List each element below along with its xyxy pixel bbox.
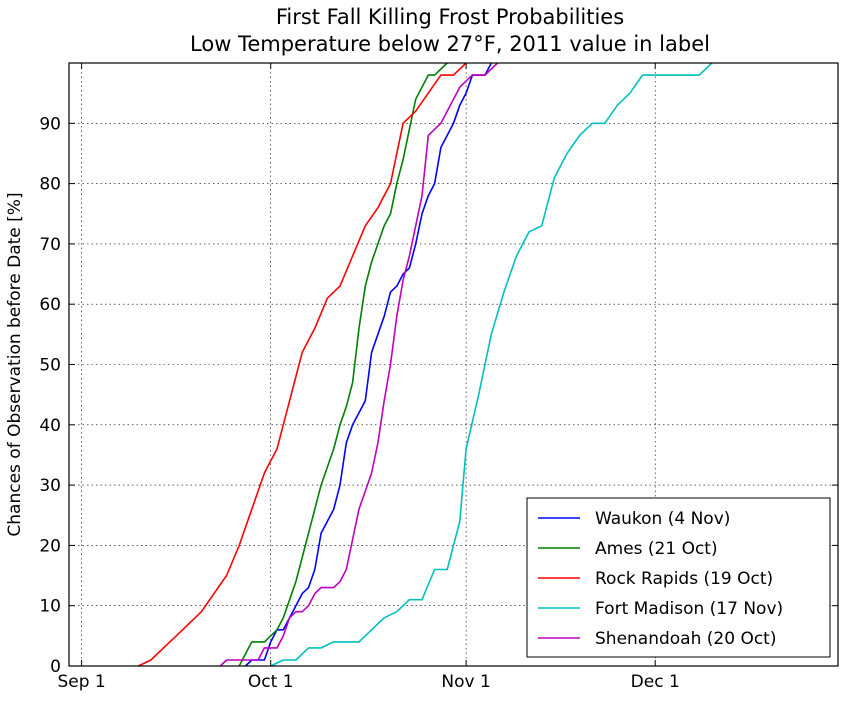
- chart-title: First Fall Killing Frost Probabilities: [276, 5, 624, 29]
- series-line-shenandoah: [219, 62, 499, 667]
- x-tick-label: Nov 1: [441, 672, 490, 692]
- y-tick-label: 40: [39, 416, 61, 436]
- y-tick-label: 0: [50, 657, 61, 677]
- chart-subtitle: Low Temperature below 27°F, 2011 value i…: [190, 32, 710, 56]
- series-line-rock-rapids: [137, 62, 467, 667]
- y-tick-label: 90: [39, 114, 61, 134]
- x-tick-label: Oct 1: [248, 672, 294, 692]
- series-line-waukon: [244, 62, 493, 667]
- y-axis-label: Chances of Observation before Date [%]: [5, 192, 25, 536]
- legend-label: Waukon (4 Nov): [595, 509, 730, 529]
- x-tick-label: Dec 1: [631, 672, 680, 692]
- y-tick-label: 10: [39, 597, 61, 617]
- legend-label: Ames (21 Oct): [595, 539, 718, 559]
- series-layer: [137, 62, 713, 667]
- y-tick-label: 60: [39, 295, 61, 315]
- y-tick-label: 50: [39, 356, 61, 376]
- legend-label: Fort Madison (17 Nov): [595, 599, 783, 619]
- y-tick-label: 20: [39, 536, 61, 556]
- tick-layer: Sep 1 Oct 1 Nov 1 Dec 1 0 10 20 30 40 50 60 70 80 90: [39, 63, 838, 692]
- series-line-fort-madison: [270, 62, 713, 667]
- legend-label: Rock Rapids (19 Oct): [595, 569, 773, 589]
- legend-label: Shenandoah (20 Oct): [595, 629, 776, 649]
- grid-layer: [69, 63, 838, 667]
- y-tick-label: 70: [39, 235, 61, 255]
- legend: Waukon (4 Nov) Ames (21 Oct) Rock Rapids (…: [526, 497, 831, 658]
- y-tick-label: 80: [39, 175, 61, 195]
- y-tick-label: 30: [39, 476, 61, 496]
- x-tick-label: Sep 1: [57, 672, 105, 692]
